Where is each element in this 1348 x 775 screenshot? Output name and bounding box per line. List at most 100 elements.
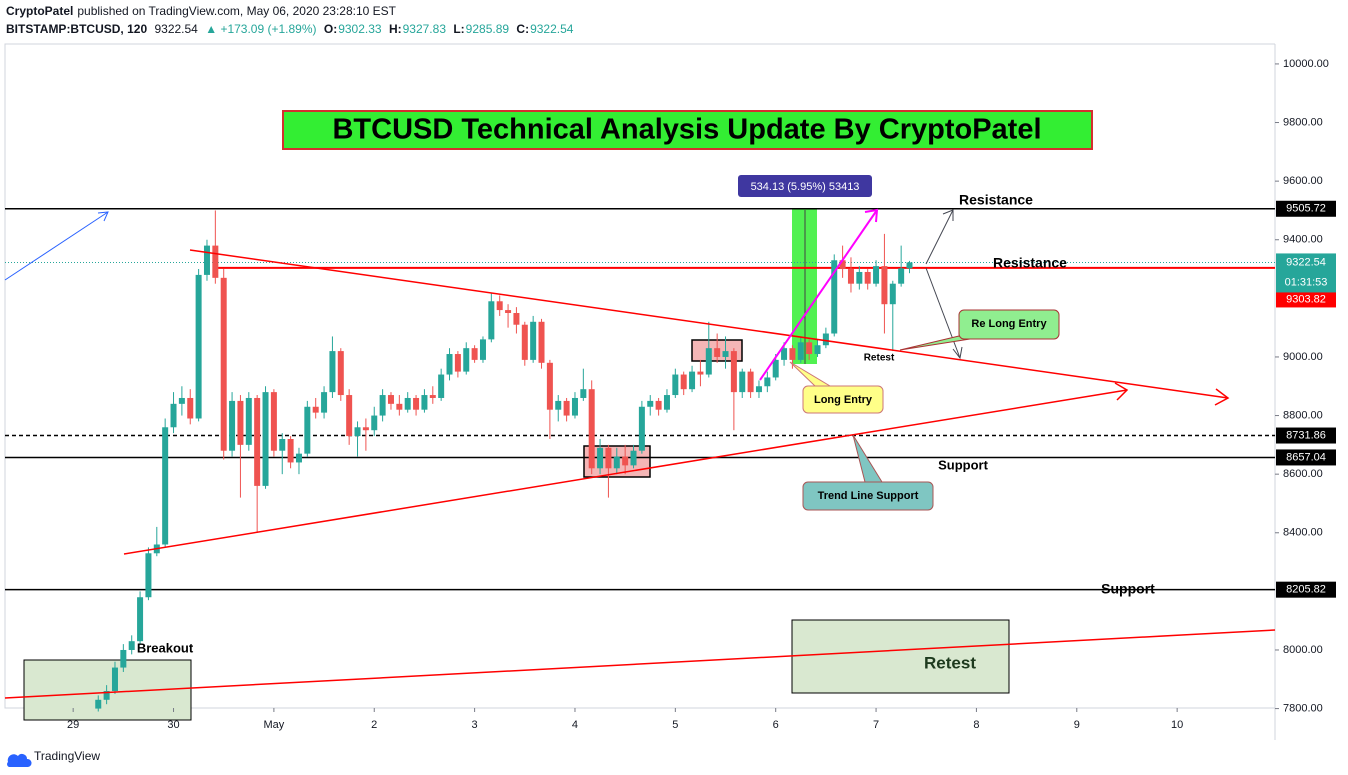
- candle-body: [463, 348, 470, 372]
- candle-body: [162, 427, 169, 545]
- ohlc-label: O:: [323, 22, 338, 36]
- callout-pointer: [789, 361, 832, 387]
- ohlc-value: 9322.54: [530, 22, 574, 36]
- callout-pointer: [852, 434, 883, 483]
- axes: 7800.00 8000.00 8400.00 8600.00 8800.00 9000.…: [67, 58, 1336, 731]
- drawings: BTCUSD Technical Analysis Update By Cryp…: [4, 110, 1276, 699]
- arrow-head: [952, 346, 963, 360]
- x-tick-label: 29: [67, 719, 79, 731]
- candle-body: [873, 266, 880, 284]
- callout: [958, 309, 1060, 340]
- ohlc-value: 9285.89: [465, 22, 510, 36]
- annotation: Support: [938, 457, 988, 472]
- ohlc-value: 9327.83: [402, 22, 446, 36]
- change: +173.09 (+1.89%): [220, 22, 317, 36]
- candle-body: [446, 354, 453, 375]
- y-tick-label: 9600.00: [1283, 175, 1323, 187]
- trend-line: [123, 389, 1128, 555]
- up-marker: ▲: [205, 22, 218, 36]
- price-label-bg: [1276, 427, 1336, 444]
- footer-brand: TradingView: [34, 749, 101, 763]
- candle-body: [421, 395, 428, 410]
- candle-body: [613, 456, 620, 469]
- candle-body: [312, 406, 319, 413]
- candle-body: [789, 348, 796, 360]
- arrow-head: [1114, 382, 1129, 401]
- candle-body: [730, 351, 737, 393]
- trend-arrow: [4, 211, 109, 281]
- candle-body: [630, 450, 637, 466]
- candle-body: [563, 400, 570, 416]
- candle-body: [647, 400, 654, 407]
- price-label-bg: [1276, 200, 1336, 217]
- candle-body: [454, 354, 461, 372]
- callout: [802, 481, 934, 511]
- candle-body: [898, 268, 905, 284]
- candle-body: [329, 351, 336, 393]
- candle-body: [438, 374, 445, 398]
- published: published on TradingView.com, May 06, 20…: [77, 4, 397, 18]
- y-tick-label: 8600.00: [1283, 468, 1323, 480]
- ohlc-label: C:: [516, 22, 530, 36]
- arrow-head: [942, 209, 954, 221]
- candle-body: [262, 392, 269, 486]
- candle-body: [638, 406, 645, 451]
- candle-body: [103, 691, 110, 700]
- candle-body: [245, 397, 252, 445]
- x-tick-label: 7: [873, 719, 879, 731]
- drawings: 534.13 (5.95%) 53413: [5, 175, 1275, 721]
- candle-body: [145, 553, 152, 598]
- candle-body: [622, 456, 629, 466]
- title-box: [282, 110, 1093, 150]
- chart-title: BTCUSD Technical Analysis Update By Cryp…: [332, 114, 1041, 146]
- y-tick-label: 8400.00: [1283, 527, 1323, 539]
- candle-body: [714, 348, 721, 357]
- annotation: Resistance: [993, 255, 1067, 271]
- last-price: 9322.54: [154, 22, 198, 36]
- candle-body: [881, 266, 888, 305]
- price-label: 8731.86: [1286, 429, 1326, 441]
- candle-body: [864, 271, 871, 284]
- annotation: Retest: [864, 353, 895, 364]
- arrow-head: [864, 208, 879, 223]
- y-tick-label: 9800.00: [1283, 116, 1323, 128]
- candle-body: [530, 321, 537, 360]
- callout-text: Re Long Entry: [971, 318, 1047, 330]
- candle-body: [580, 389, 587, 398]
- candle-body: [772, 359, 779, 378]
- candle-body: [170, 403, 177, 428]
- arrow-head: [1214, 388, 1230, 406]
- ohlc-label: H:: [388, 22, 402, 36]
- candle-body: [371, 415, 378, 431]
- candle-body: [396, 403, 403, 410]
- price-label: 8657.04: [1286, 451, 1326, 463]
- candle-body: [120, 649, 127, 668]
- price-label-bg: [1276, 291, 1336, 308]
- projection-arrow: [925, 267, 961, 359]
- candle-body: [187, 397, 194, 419]
- measure-label: 534.13 (5.95%) 53413: [751, 181, 860, 193]
- candle-body: [471, 348, 478, 360]
- axis-mask: [1275, 0, 1348, 44]
- countdown: 01:31:53: [1285, 276, 1328, 288]
- candle-body: [237, 400, 244, 445]
- candle-body: [379, 395, 386, 416]
- callout-text: Long Entry: [814, 394, 873, 406]
- author: CryptoPatel: [6, 4, 74, 18]
- candle-body: [178, 397, 185, 404]
- x-tick-label: 5: [672, 719, 678, 731]
- logo-icon: [7, 754, 32, 767]
- candle-body: [831, 260, 838, 334]
- y-tick-label: 8800.00: [1283, 409, 1323, 421]
- y-tick-label: 8000.00: [1283, 644, 1323, 656]
- candle-body: [513, 312, 520, 325]
- candle-body: [195, 274, 202, 419]
- candle-body: [555, 400, 562, 410]
- candle-body: [95, 699, 102, 709]
- candle-body: [663, 395, 670, 410]
- measure-label-bg: [738, 175, 872, 197]
- header-line-1: CryptoPatel published on TradingView.com,…: [6, 4, 400, 18]
- y-tick-label: 10000.00: [1283, 58, 1329, 70]
- candle-body: [212, 245, 219, 278]
